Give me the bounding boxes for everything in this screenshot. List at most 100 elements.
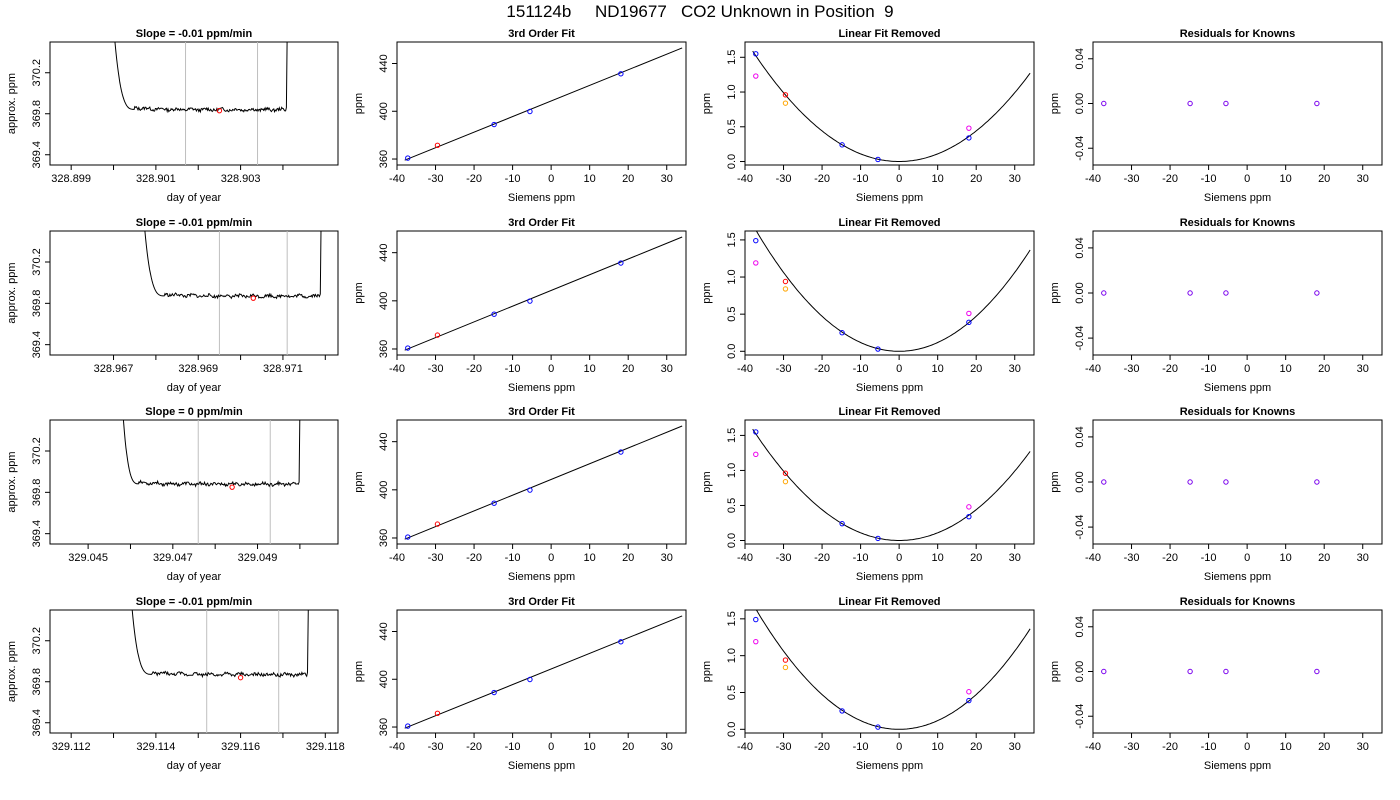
y-tick-label: 1.5 [726, 232, 738, 247]
plot-area [404, 47, 683, 161]
data-point [875, 535, 881, 542]
plot-frame [744, 230, 1035, 356]
fit-line [404, 615, 683, 729]
data-point [1187, 290, 1193, 296]
y-tick-label: 0.04 [1074, 616, 1086, 637]
data-point [966, 513, 972, 520]
y-tick-label: 370.2 [31, 437, 43, 465]
data-point [527, 487, 533, 493]
data-point [237, 674, 244, 681]
x-tick-label: 329.114 [136, 741, 175, 753]
x-tick-label: -20 [814, 363, 830, 375]
y-tick-label: -0.04 [1074, 326, 1086, 351]
panel-3-3: Residuals for Knowns Siemens ppm ppm -40 -30… [1049, 596, 1383, 772]
panel-0-0: Slope = -0.01 ppm/min day of year approx. … [6, 28, 339, 204]
x-tick-label: -20 [466, 741, 482, 753]
plot-area [1101, 100, 1320, 107]
plot-area [144, 231, 322, 355]
y-tick-label: 0.00 [1074, 661, 1086, 682]
panel-title: Slope = -0.01 ppm/min [136, 28, 253, 40]
x-axis-label: day of year [167, 382, 222, 394]
y-tick-label: 400 [378, 292, 390, 310]
x-axis-label: day of year [167, 571, 222, 583]
y-tick-label: 0.0 [726, 344, 738, 359]
x-tick-label: -20 [814, 173, 830, 185]
x-tick-label: 10 [584, 173, 596, 185]
x-tick-label: -10 [1201, 741, 1217, 753]
x-tick-label: 30 [1009, 363, 1021, 375]
plot-frame [1092, 609, 1383, 734]
x-tick-label: -10 [505, 173, 521, 185]
data-point [753, 429, 759, 435]
data-point [618, 639, 624, 645]
plot-frame [49, 419, 339, 545]
x-tick-label: 20 [1318, 552, 1330, 564]
x-tick-label: -40 [1085, 363, 1101, 375]
x-tick-label: 20 [970, 173, 982, 185]
x-tick-label: 20 [970, 741, 982, 753]
panel-3-1: 3rd Order Fit Siemens ppm ppm -40 -30 -20 -10 0… [353, 596, 687, 772]
x-tick-label: -30 [428, 741, 444, 753]
x-tick-label: 20 [1318, 741, 1330, 753]
panel-title: Linear Fit Removed [838, 217, 940, 229]
panel-1-2: Linear Fit Removed Siemens ppm ppm -40 -30 -2… [701, 217, 1035, 394]
y-tick-label: 0.00 [1074, 93, 1086, 114]
data-point [839, 708, 845, 714]
y-tick-label: 0.0 [726, 533, 738, 548]
data-point [491, 689, 497, 696]
x-tick-label: 20 [622, 363, 634, 375]
x-tick-label: 30 [1009, 741, 1021, 753]
y-tick-label: 0.04 [1074, 426, 1086, 447]
x-tick-label: -10 [853, 363, 869, 375]
data-point [434, 521, 441, 527]
data-point [753, 638, 759, 645]
x-tick-label: 30 [1357, 173, 1369, 185]
y-tick-label: 370.2 [31, 627, 43, 655]
panel-title: Residuals for Knowns [1180, 406, 1296, 418]
plot-area [752, 50, 1031, 163]
data-point [1223, 100, 1229, 107]
data-point [405, 155, 411, 161]
plot-area [752, 428, 1031, 542]
panel-title: Residuals for Knowns [1180, 596, 1296, 608]
y-tick-label: 360 [378, 529, 390, 547]
y-tick-label: 369.4 [31, 331, 43, 359]
fit-curve [752, 50, 1031, 162]
x-tick-label: -20 [1162, 741, 1178, 753]
panel-title: Linear Fit Removed [838, 406, 940, 418]
data-point [875, 156, 881, 163]
data-point [618, 260, 624, 266]
data-point [1223, 479, 1229, 485]
x-tick-label: 329.047 [153, 552, 193, 564]
trace-line [122, 420, 301, 488]
data-point [250, 295, 256, 301]
data-point [1101, 100, 1107, 107]
x-tick-label: -20 [1162, 173, 1178, 185]
data-point [405, 345, 411, 351]
y-tick-label: -0.04 [1074, 515, 1086, 540]
x-tick-label: 10 [1280, 552, 1292, 564]
data-point [491, 121, 497, 128]
y-tick-label: 400 [378, 102, 390, 120]
y-tick-label: 0.5 [726, 119, 738, 134]
x-tick-label: 10 [584, 741, 596, 753]
x-tick-label: -40 [389, 363, 405, 375]
y-axis-label: ppm [1049, 661, 1061, 682]
x-tick-label: 328.969 [178, 363, 218, 375]
trace-line [144, 231, 322, 300]
y-tick-label: 0.0 [726, 722, 738, 737]
x-tick-label: 329.118 [306, 741, 345, 753]
y-tick-label: 369.4 [31, 520, 43, 548]
data-point [839, 142, 845, 148]
x-tick-label: 328.903 [221, 173, 261, 185]
x-tick-label: -40 [389, 552, 405, 564]
y-tick-label: 1.0 [726, 463, 738, 478]
x-tick-label: 329.045 [68, 552, 108, 564]
data-point [782, 92, 789, 98]
x-axis-label: Siemens ppm [1204, 571, 1271, 583]
data-point [753, 237, 759, 244]
x-tick-label: 30 [661, 552, 673, 564]
y-tick-label: 369.4 [31, 709, 43, 737]
data-point [1187, 100, 1193, 107]
x-tick-label: -40 [1085, 552, 1101, 564]
